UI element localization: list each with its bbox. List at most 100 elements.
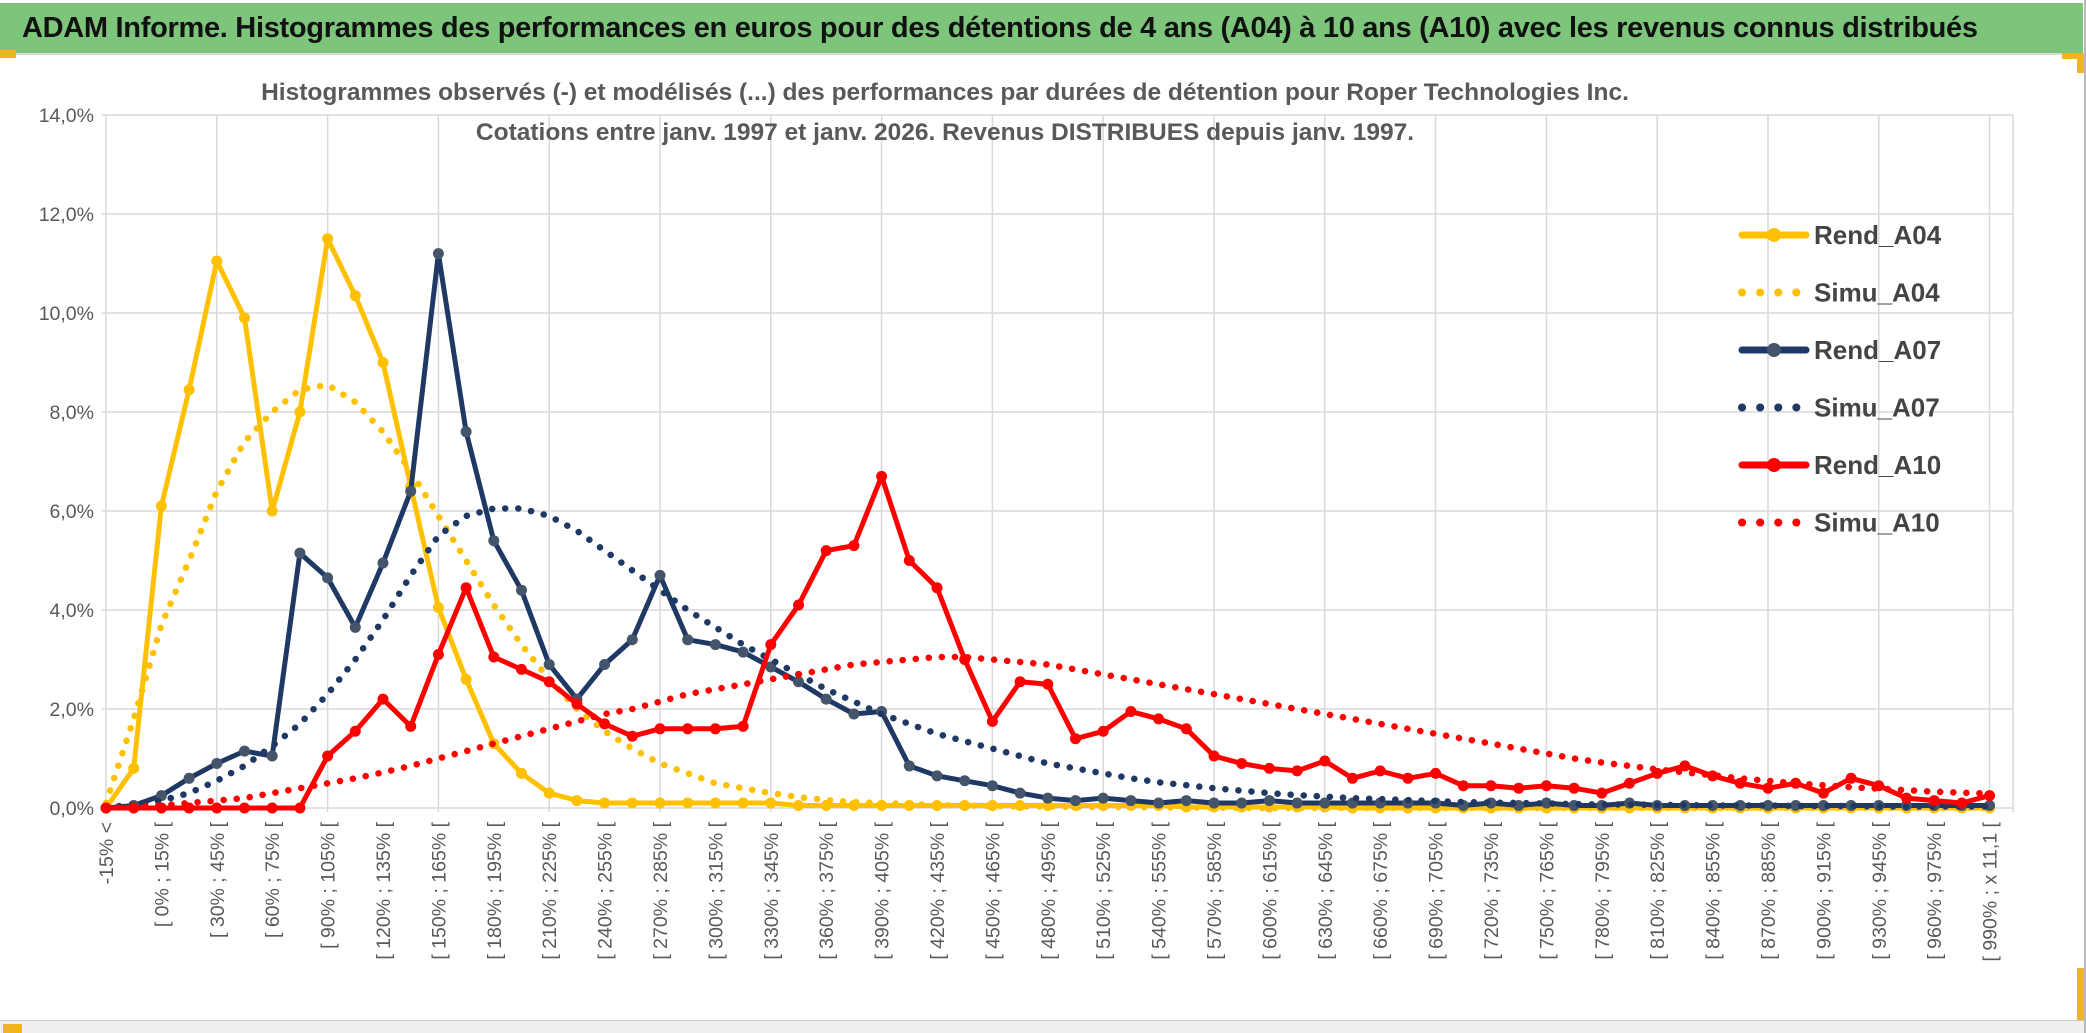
x-tick-label: [ 270% ; 285% [ — [650, 821, 672, 959]
x-tick-label: [ 660% ; 675% [ — [1370, 821, 1392, 959]
data-point — [599, 797, 611, 809]
data-point — [1540, 780, 1552, 792]
data-point — [377, 357, 389, 368]
data-point — [793, 599, 804, 611]
data-point — [543, 787, 555, 799]
data-point — [349, 621, 361, 633]
data-point — [626, 730, 638, 742]
data-point — [516, 584, 527, 596]
series-Simu_A07 — [102, 505, 1993, 811]
data-point — [959, 775, 971, 787]
data-point — [211, 802, 223, 814]
data-point — [377, 693, 389, 705]
x-tick-label: [ 150% ; 165% [ — [428, 821, 450, 959]
x-tick-label: [ 450% ; 465% [ — [982, 821, 1004, 959]
legend-label: Simu_A10 — [1814, 508, 1940, 538]
data-point — [820, 693, 832, 705]
data-point — [1153, 713, 1165, 725]
scrollbar-thumb[interactable] — [3, 1024, 22, 1033]
legend: Rend_A04 Simu_A04 Rend_A07 Simu_A07 Rend_A10… — [1738, 220, 1942, 538]
data-point — [1984, 790, 1996, 802]
data-point — [377, 557, 389, 569]
data-point — [986, 780, 998, 792]
x-tick-label: [ 510% ; 525% [ — [1093, 821, 1115, 959]
x-tick-label: [ 990% ; x 11,1 [ — [1980, 821, 2002, 961]
x-tick-label: [ 540% ; 555% [ — [1149, 821, 1171, 959]
y-tick-label: 12,0% — [39, 204, 94, 226]
data-point — [349, 725, 361, 737]
data-point — [793, 676, 804, 688]
data-point — [1208, 797, 1220, 809]
data-point — [405, 485, 417, 497]
data-point — [1707, 770, 1719, 782]
data-point — [737, 797, 749, 809]
series-Rend_A10 — [100, 470, 1996, 814]
x-tick-label: [ 420% ; 435% [ — [927, 821, 949, 959]
legend-label: Rend_A10 — [1814, 450, 1941, 480]
performance-histogram-chart: 0,0% 2,0% 4,0% 6,0% 8,0% 10,0% 12,0% 14,0% -15% … — [39, 79, 2014, 961]
data-point — [709, 797, 721, 809]
data-point — [239, 312, 250, 324]
page-title: ADAM Informe. Histogrammes des performan… — [22, 11, 1978, 44]
data-point — [488, 535, 500, 547]
data-point — [1042, 678, 1054, 690]
data-point — [1347, 772, 1358, 784]
data-point — [1014, 787, 1026, 799]
data-point — [1180, 723, 1192, 735]
x-tick-label: [ 840% ; 855% [ — [1703, 821, 1725, 959]
data-point — [1236, 757, 1248, 769]
gold-accent-bottom-right-v — [2077, 968, 2084, 1026]
data-point — [903, 760, 915, 772]
data-point — [460, 426, 472, 438]
x-tick-label: [ 930% ; 945% [ — [1869, 821, 1891, 959]
data-point — [294, 406, 306, 418]
data-point — [1097, 725, 1109, 737]
data-point — [460, 673, 472, 685]
data-point — [294, 802, 306, 814]
chart-title-line1: Histogrammes observés (-) et modélisés (… — [261, 79, 1629, 106]
data-point — [1430, 767, 1442, 779]
window-right-edge — [2084, 0, 2086, 1033]
data-point — [820, 545, 832, 557]
data-point — [986, 800, 998, 812]
data-point — [709, 639, 721, 651]
data-point — [1070, 795, 1081, 807]
data-point — [266, 505, 278, 517]
data-point — [1928, 795, 1940, 807]
data-point — [516, 663, 527, 675]
horizontal-scrollbar[interactable] — [0, 1020, 2084, 1033]
data-point — [1125, 795, 1137, 807]
data-point — [682, 797, 694, 809]
data-point — [266, 750, 278, 762]
data-point — [571, 795, 583, 807]
x-tick-label: [ 480% ; 495% [ — [1038, 821, 1060, 959]
data-point — [1513, 782, 1525, 794]
legend-item-Simu_A10: Simu_A10 — [1738, 508, 1940, 538]
data-point — [1263, 762, 1275, 774]
x-axis-labels: -15% < [ 0% ; 15% [[ 30% ; 45% [[ 60% ; 7… — [96, 821, 2002, 961]
data-point — [1263, 795, 1275, 807]
x-tick-label: [ 90% ; 105% [ — [318, 821, 340, 948]
data-point — [1042, 792, 1054, 804]
data-point — [1097, 792, 1109, 804]
data-point — [128, 762, 140, 774]
legend-label: Simu_A04 — [1814, 278, 1940, 308]
gold-accent-top-right-v — [2077, 53, 2084, 73]
data-point — [1762, 800, 1774, 812]
x-tick-label: [ 600% ; 615% [ — [1259, 821, 1281, 959]
x-tick-label: [ 60% ; 75% [ — [262, 821, 284, 938]
data-point — [599, 658, 611, 670]
data-point — [1153, 797, 1165, 809]
data-point — [322, 750, 334, 762]
data-point — [709, 723, 721, 735]
data-point — [571, 698, 583, 710]
data-point — [1014, 676, 1026, 688]
data-point — [1568, 782, 1580, 794]
data-point — [1236, 797, 1248, 809]
data-point — [1956, 797, 1968, 809]
y-tick-label: 14,0% — [39, 105, 94, 127]
data-point — [239, 745, 250, 757]
data-point — [155, 500, 167, 512]
legend-item-Simu_A04: Simu_A04 — [1738, 278, 1940, 308]
chart-title-line2: Cotations entre janv. 1997 et janv. 2026… — [476, 119, 1414, 146]
